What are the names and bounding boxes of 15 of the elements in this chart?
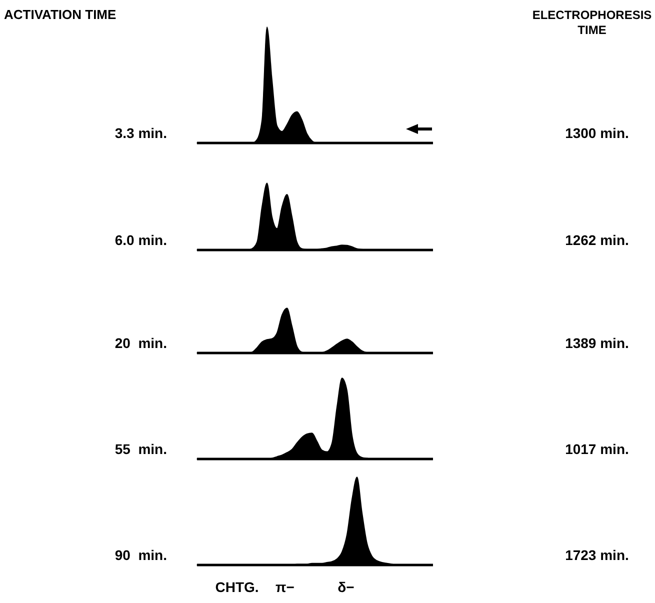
- y-axis-title: 6.0 min.: [114, 232, 167, 248]
- y2-axis-title: 1300 min.: [565, 125, 629, 141]
- y2-axis-title: 1723 min.: [565, 547, 629, 563]
- y2-axis-title: 1017 min.: [565, 441, 629, 457]
- y-axis-title: 55 min.: [114, 441, 167, 457]
- text: δ−: [338, 579, 354, 595]
- y-axis-title: 20 min.: [114, 335, 167, 351]
- y-axis-title: 90 min.: [114, 547, 167, 563]
- text: π−: [276, 579, 294, 595]
- text: ACTIVATION TIME: [4, 7, 117, 22]
- y2-axis-title: 1262 min.: [565, 232, 629, 248]
- text: CHTG.: [215, 579, 259, 595]
- y2-axis-title: 1389 min.: [565, 335, 629, 351]
- y-axis-title: 3.3 min.: [114, 125, 167, 141]
- text: ELECTROPHORESIS TIME: [532, 8, 652, 37]
